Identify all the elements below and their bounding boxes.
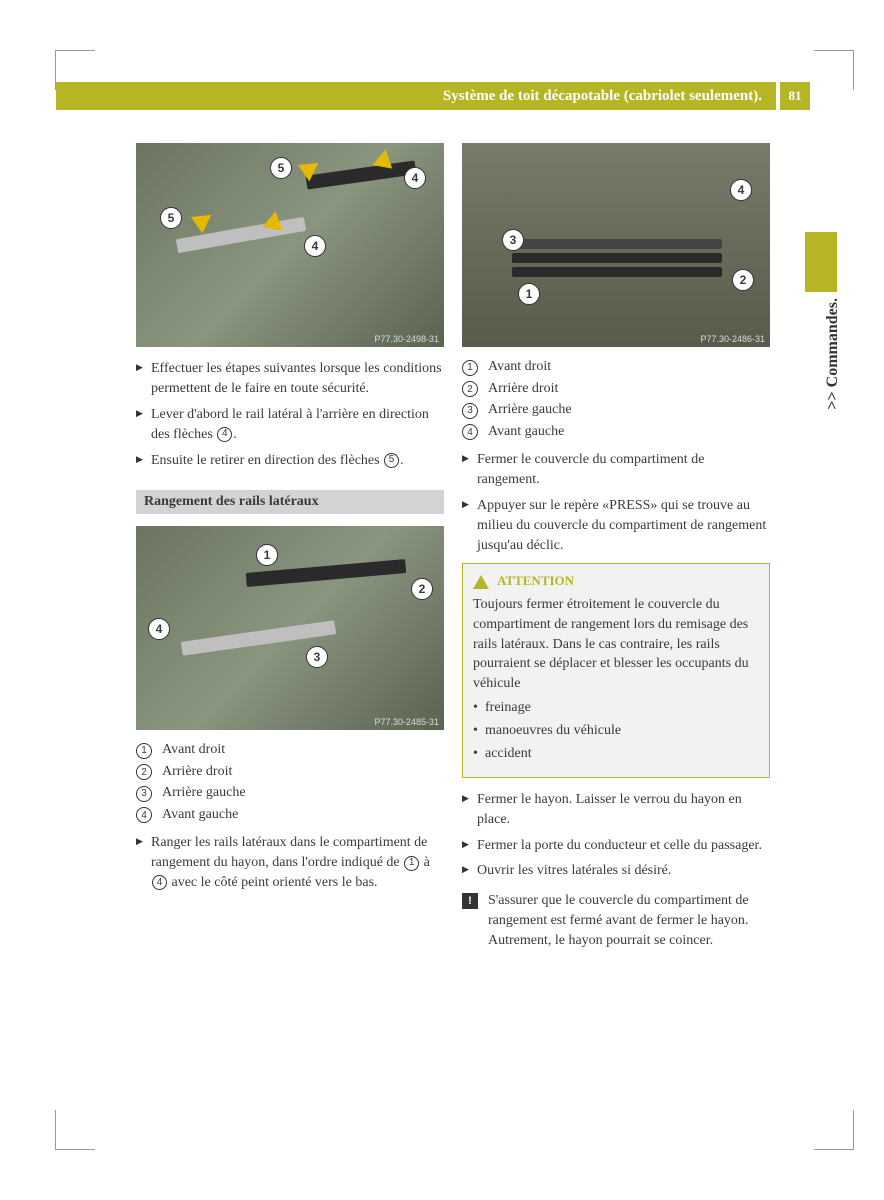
- arrow-icon: [191, 207, 217, 234]
- arrow-icon: [373, 147, 396, 168]
- instruction-list: Fermer le hayon. Laisser le verrou du ha…: [462, 790, 770, 882]
- right-column: 1 2 3 4 P77.30-2486-31 1Avant droit 2Arr…: [462, 143, 770, 951]
- chapter-label: >> Commandes.: [824, 298, 842, 410]
- legend-item: 3Arrière gauche: [462, 402, 770, 419]
- warning-title: ATTENTION: [473, 572, 759, 590]
- instruction-item: Fermer la porte du conducteur et celle d…: [462, 836, 770, 856]
- callout-5b: 5: [160, 207, 182, 229]
- callout-4: 4: [148, 618, 170, 640]
- legend-list: 1Avant droit 2Arrière droit 3Arrière gau…: [462, 359, 770, 440]
- instruction-list: Effectuer les étapes suivantes lorsque l…: [136, 359, 444, 470]
- figure-rail-compartment: 1 2 3 4 P77.30-2486-31: [462, 143, 770, 347]
- section-heading: Rangement des rails latéraux: [136, 490, 444, 514]
- instruction-item: Effectuer les étapes suivantes lorsque l…: [136, 359, 444, 399]
- page-title: Système de toit décapotable (cabriolet s…: [443, 88, 762, 105]
- instruction-item: Fermer le hayon. Laisser le verrou du ha…: [462, 790, 770, 830]
- instruction-list: Ranger les rails latéraux dans le compar…: [136, 833, 444, 893]
- instruction-item: Lever d'abord le rail latéral à l'arrièr…: [136, 405, 444, 445]
- callout-4: 4: [730, 179, 752, 201]
- crop-mark: [814, 50, 854, 90]
- crop-mark: [55, 1110, 95, 1150]
- instruction-item: Fermer le couvercle du compartiment de r…: [462, 450, 770, 490]
- legend-item: 4Avant gauche: [136, 807, 444, 824]
- callout-4: 4: [404, 167, 426, 189]
- callout-1: 1: [256, 544, 278, 566]
- figure-rail-removal: 4 5 4 5 P77.30-2498-31: [136, 143, 444, 347]
- callout-4b: 4: [304, 235, 326, 257]
- figure-ref: P77.30-2486-31: [700, 334, 765, 344]
- legend-item: 2Arrière droit: [136, 764, 444, 781]
- instruction-item: Ensuite le retirer en direction des flèc…: [136, 451, 444, 471]
- note: ! S'assurer que le couvercle du comparti…: [462, 891, 770, 951]
- legend-item: 1Avant droit: [136, 742, 444, 759]
- legend-item: 1Avant droit: [462, 359, 770, 376]
- callout-2: 2: [411, 578, 433, 600]
- instruction-item: Appuyer sur le repère «PRESS» qui se tro…: [462, 496, 770, 556]
- callout-5: 5: [270, 157, 292, 179]
- note-text: S'assurer que le couvercle du compartime…: [488, 891, 770, 951]
- crop-mark: [814, 1110, 854, 1150]
- warning-bullets: freinage manoeuvres du véhicule accident: [473, 698, 759, 764]
- page-number: 81: [780, 82, 810, 110]
- warning-bullet: freinage: [473, 698, 759, 718]
- warning-bullet: manoeuvres du véhicule: [473, 721, 759, 741]
- figure-rail-storage-car: 1 2 3 4 P77.30-2485-31: [136, 526, 444, 730]
- warning-bullet: accident: [473, 744, 759, 764]
- instruction-list: Fermer le couvercle du compartiment de r…: [462, 450, 770, 555]
- legend-item: 4Avant gauche: [462, 424, 770, 441]
- warning-body: Toujours fermer étroitement le couvercle…: [473, 595, 759, 694]
- left-column: 4 5 4 5 P77.30-2498-31 Effectuer les éta…: [136, 143, 444, 951]
- legend-item: 2Arrière droit: [462, 381, 770, 398]
- figure-ref: P77.30-2498-31: [374, 334, 439, 344]
- legend-item: 3Arrière gauche: [136, 785, 444, 802]
- callout-1: 1: [518, 283, 540, 305]
- warning-icon: [473, 575, 489, 589]
- content-columns: 4 5 4 5 P77.30-2498-31 Effectuer les éta…: [136, 143, 772, 951]
- figure-ref: P77.30-2485-31: [374, 717, 439, 727]
- page-title-bar: Système de toit décapotable (cabriolet s…: [56, 82, 776, 110]
- instruction-item: Ouvrir les vitres latérales si désiré.: [462, 861, 770, 881]
- arrow-icon: [263, 209, 286, 230]
- legend-list: 1Avant droit 2Arrière droit 3Arrière gau…: [136, 742, 444, 823]
- callout-2: 2: [732, 269, 754, 291]
- chapter-tab: [805, 232, 837, 292]
- page: Système de toit décapotable (cabriolet s…: [0, 0, 884, 1200]
- instruction-item: Ranger les rails latéraux dans le compar…: [136, 833, 444, 893]
- note-icon: !: [462, 893, 478, 909]
- callout-3: 3: [306, 646, 328, 668]
- callout-3: 3: [502, 229, 524, 251]
- warning-box: ATTENTION Toujours fermer étroitement le…: [462, 563, 770, 777]
